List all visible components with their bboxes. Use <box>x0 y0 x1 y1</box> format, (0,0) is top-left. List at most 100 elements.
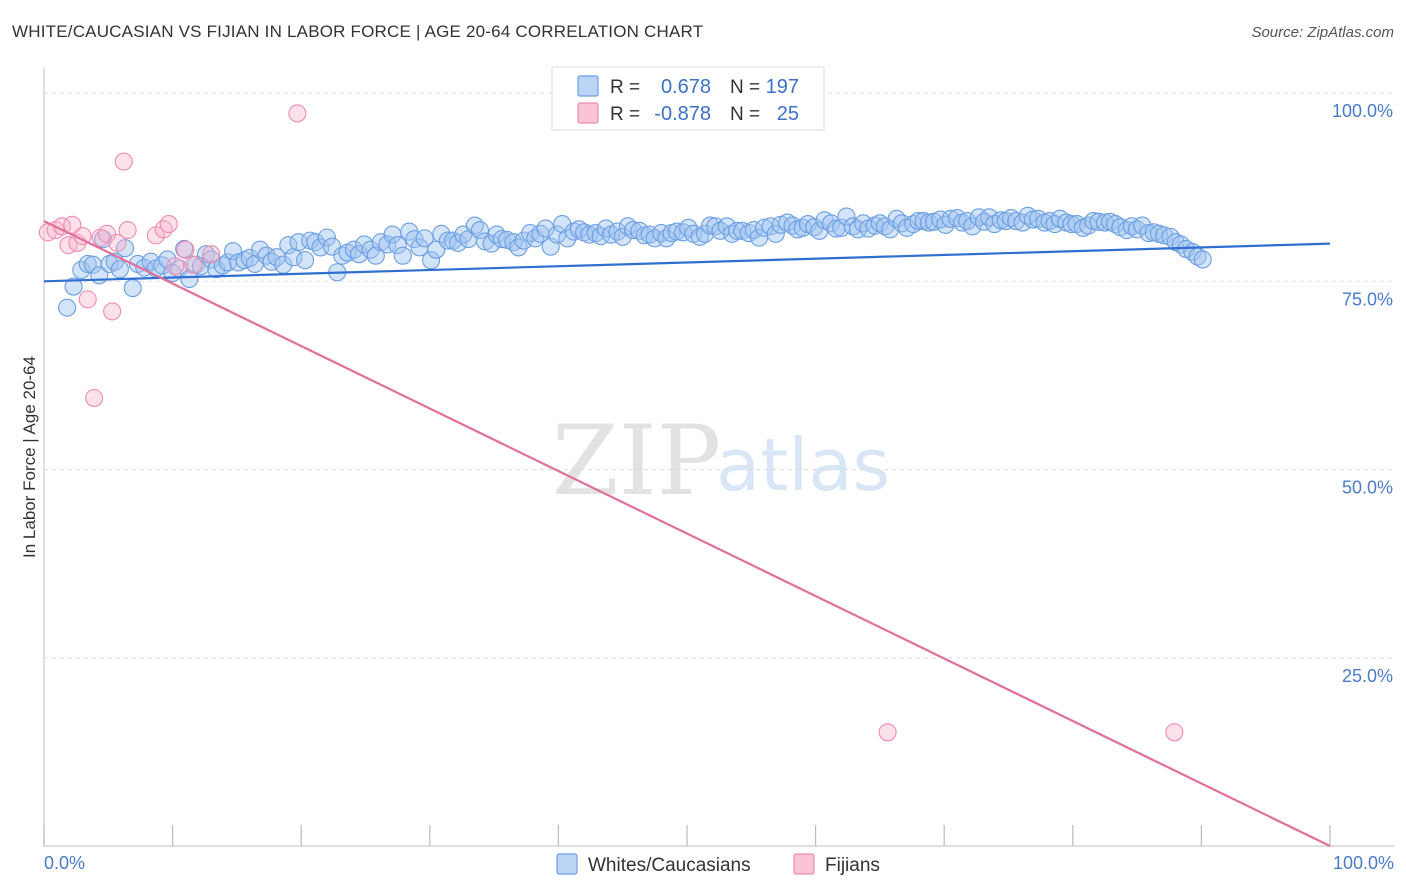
whites-point <box>1161 227 1180 246</box>
legend-n-value-fijians: 25 <box>777 103 799 125</box>
whites-points <box>58 206 1212 317</box>
whites-point <box>536 219 555 238</box>
y-tick-label: 25.0% <box>1342 666 1393 686</box>
whites-point <box>657 229 676 248</box>
series-legend: Whites/Caucasians Fijians <box>556 853 880 876</box>
whites-point <box>470 221 490 240</box>
fijians-point <box>1165 723 1184 742</box>
whites-point <box>123 279 142 298</box>
whites-point <box>323 237 342 256</box>
whites-point <box>1122 217 1142 236</box>
x-tick-label-min: 0.0% <box>44 853 85 873</box>
x-tick-marks <box>43 825 1331 846</box>
whites-point <box>690 227 709 246</box>
fijians-point <box>103 302 122 321</box>
whites-trend-line <box>43 242 1331 283</box>
whites-point <box>514 231 533 250</box>
whites-point <box>608 222 627 241</box>
whites-point <box>623 221 643 240</box>
whites-point <box>432 224 451 243</box>
fijians-point <box>878 723 897 742</box>
legend-n-label-whites: N = <box>730 77 760 98</box>
whites-point <box>1193 250 1212 269</box>
bottom-legend-label-whites: Whites/Caucasians <box>588 855 751 876</box>
x-tick-label-max: 100.0% <box>1333 853 1394 873</box>
whites-point <box>296 251 315 270</box>
source-credit: Source: ZipAtlas.com <box>1251 24 1394 41</box>
whites-point <box>766 224 785 243</box>
whites-point <box>279 236 298 255</box>
bottom-legend-swatch-whites <box>556 853 578 875</box>
legend-n-value-whites: 197 <box>766 76 799 98</box>
bottom-legend-label-fijians: Fijians <box>825 855 880 876</box>
fijians-point <box>63 215 82 234</box>
whites-point <box>837 207 856 226</box>
legend-n-label-fijians: N = <box>730 104 760 125</box>
fijians-point <box>118 221 137 240</box>
fijians-point <box>85 388 104 408</box>
whites-point <box>393 246 412 265</box>
whites-point <box>306 233 325 252</box>
trend-lines <box>43 220 1331 847</box>
fijians-point <box>176 240 195 259</box>
whites-point <box>64 277 83 296</box>
fijians-point <box>154 220 173 239</box>
y-tick-label: 75.0% <box>1342 289 1393 309</box>
whites-point <box>1155 226 1174 245</box>
whites-point <box>843 217 862 236</box>
legend-r-label-fijians: R = <box>610 104 640 125</box>
watermark-atlas: atlas <box>716 423 890 507</box>
fijians-point <box>159 215 178 234</box>
whites-point <box>378 235 397 254</box>
legend-r-value-whites: 0.678 <box>661 76 711 98</box>
whites-point <box>388 236 407 255</box>
fijians-point <box>108 233 127 252</box>
legend-swatch-whites <box>577 75 599 97</box>
y-tick-label: 50.0% <box>1342 478 1393 498</box>
axes <box>43 68 1394 847</box>
whites-point <box>904 215 923 234</box>
fijians-points <box>38 104 1184 742</box>
whites-point <box>175 239 194 258</box>
y-axis-label: In Labor Force | Age 20-64 <box>20 356 39 558</box>
bottom-legend-swatch-fijians <box>793 853 815 875</box>
whites-point <box>191 257 210 276</box>
stats-legend: R = 0.678 N = 197 R = -0.878 N = 25 <box>551 66 825 131</box>
legend-r-label-whites: R = <box>610 77 640 98</box>
whites-point <box>1139 224 1158 243</box>
fijians-point <box>114 152 133 171</box>
chart-title: WHITE/CAUCASIAN VS FIJIAN IN LABOR FORCE… <box>12 22 704 41</box>
fijians-trend-line <box>43 220 1331 847</box>
whites-point <box>492 230 511 249</box>
whites-point <box>196 245 216 264</box>
fijians-point <box>202 245 221 264</box>
whites-point <box>415 229 434 248</box>
whites-point <box>586 224 605 243</box>
fijians-point <box>78 290 97 309</box>
whites-point <box>366 246 385 265</box>
fijians-point <box>97 224 117 243</box>
whites-point <box>613 227 632 246</box>
whites-point <box>482 234 501 253</box>
fijians-point <box>184 255 203 274</box>
whites-point <box>1133 216 1152 235</box>
whites-point <box>213 256 232 275</box>
legend-r-value-fijians: -0.878 <box>654 103 711 125</box>
whites-point <box>110 260 129 279</box>
fijians-point <box>166 257 185 276</box>
whites-point <box>580 225 599 244</box>
whites-point <box>58 298 77 317</box>
whites-point <box>422 251 441 270</box>
y-tick-labels: 100.0% 75.0% 50.0% 25.0% <box>1332 101 1393 686</box>
whites-point <box>870 214 889 233</box>
fijians-point <box>288 104 307 123</box>
watermark-zip: ZIP <box>552 405 721 517</box>
gridlines <box>44 92 1394 659</box>
whites-point <box>963 217 982 236</box>
legend-swatch-fijians <box>577 102 599 124</box>
y-tick-label: 100.0% <box>1332 101 1393 121</box>
whites-point <box>652 224 671 243</box>
whites-point <box>317 228 336 247</box>
whites-point <box>821 214 841 233</box>
